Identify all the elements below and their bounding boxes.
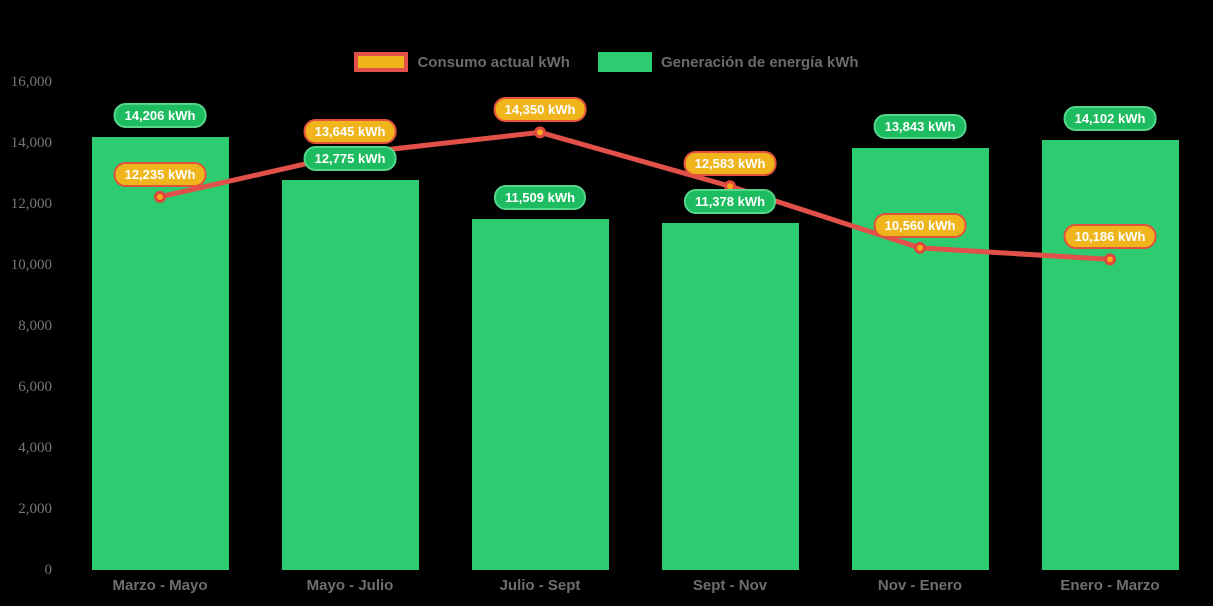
generation-value-label: 13,843 kWh xyxy=(874,114,967,139)
y-tick-label: 8,000 xyxy=(0,317,52,335)
generation-legend-swatch-icon xyxy=(598,52,652,72)
generation-value-label: 11,378 kWh xyxy=(684,189,776,214)
legend-item-consumption[interactable]: Consumo actual kWh xyxy=(354,52,570,72)
y-tick-label: 16,000 xyxy=(0,73,52,91)
x-axis-label: Nov - Enero xyxy=(825,577,1015,594)
y-tick-label: 0 xyxy=(0,561,52,579)
generation-value-label: 11,509 kWh xyxy=(494,185,586,210)
consumption-value-label: 14,350 kWh xyxy=(494,97,587,122)
y-tick-label: 6,000 xyxy=(0,378,52,396)
x-axis-label: Marzo - Mayo xyxy=(65,577,255,594)
y-tick-label: 14,000 xyxy=(0,134,52,152)
generation-value-label: 14,102 kWh xyxy=(1064,106,1157,131)
energy-generation-bar xyxy=(282,180,419,570)
generation-value-label: 14,206 kWh xyxy=(114,103,207,128)
consumption-value-label: 12,235 kWh xyxy=(114,162,207,187)
consumption-point xyxy=(536,128,545,137)
y-tick-label: 2,000 xyxy=(0,500,52,518)
x-axis-label: Sept - Nov xyxy=(635,577,825,594)
x-axis-label: Enero - Marzo xyxy=(1015,577,1205,594)
y-tick-label: 10,000 xyxy=(0,256,52,274)
consumption-value-label: 13,645 kWh xyxy=(304,119,397,144)
consumption-legend-swatch-icon xyxy=(354,52,408,72)
consumption-legend-label: Consumo actual kWh xyxy=(417,54,570,71)
energy-generation-bar xyxy=(92,137,229,570)
energy-generation-bar xyxy=(1042,140,1179,570)
consumption-value-label: 10,186 kWh xyxy=(1064,224,1157,249)
y-tick-label: 12,000 xyxy=(0,195,52,213)
x-axis-label: Mayo - Julio xyxy=(255,577,445,594)
consumption-value-label: 10,560 kWh xyxy=(874,213,967,238)
x-axis-label: Julio - Sept xyxy=(445,577,635,594)
generation-value-label: 12,775 kWh xyxy=(304,146,397,171)
chart-legend: Consumo actual kWh Generación de energía… xyxy=(0,52,1213,72)
y-tick-label: 4,000 xyxy=(0,439,52,457)
energy-generation-bar xyxy=(852,148,989,570)
legend-item-generation[interactable]: Generación de energía kWh xyxy=(598,52,859,72)
energy-generation-bar xyxy=(662,223,799,570)
generation-legend-label: Generación de energía kWh xyxy=(661,54,859,71)
consumption-value-label: 12,583 kWh xyxy=(684,151,777,176)
energy-chart: Consumo actual kWh Generación de energía… xyxy=(0,0,1213,606)
energy-generation-bar xyxy=(472,219,609,570)
